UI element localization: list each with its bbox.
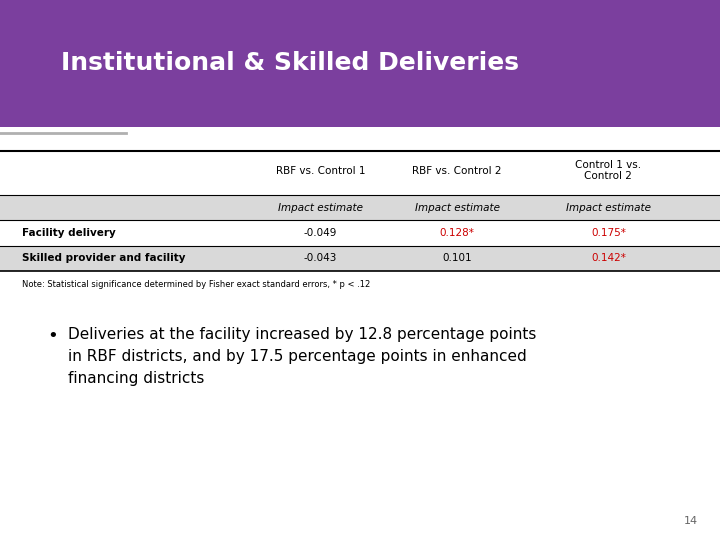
Text: Note: Statistical significance determined by Fisher exact standard errors, * p <: Note: Statistical significance determine…: [22, 280, 370, 289]
Text: Control 1 vs.
Control 2: Control 1 vs. Control 2: [575, 160, 642, 181]
Text: Deliveries at the facility increased by 12.8 percentage points
in RBF districts,: Deliveries at the facility increased by …: [68, 327, 537, 386]
Text: -0.043: -0.043: [304, 253, 337, 264]
Text: Institutional & Skilled Deliveries: Institutional & Skilled Deliveries: [61, 51, 519, 76]
Text: Skilled provider and facility: Skilled provider and facility: [22, 253, 185, 264]
Text: 0.101: 0.101: [442, 253, 472, 264]
Text: RBF vs. Control 1: RBF vs. Control 1: [276, 166, 365, 176]
Text: 0.142*: 0.142*: [591, 253, 626, 264]
Text: RBF vs. Control 2: RBF vs. Control 2: [413, 166, 502, 176]
Text: Impact estimate: Impact estimate: [415, 203, 500, 213]
FancyBboxPatch shape: [0, 195, 720, 220]
Text: -0.049: -0.049: [304, 228, 337, 238]
Text: Facility delivery: Facility delivery: [22, 228, 115, 238]
FancyBboxPatch shape: [0, 220, 720, 246]
Text: 14: 14: [684, 516, 698, 526]
Text: Impact estimate: Impact estimate: [278, 203, 363, 213]
Text: •: •: [47, 327, 58, 345]
Text: 0.128*: 0.128*: [440, 228, 474, 238]
FancyBboxPatch shape: [0, 0, 720, 127]
Text: 0.175*: 0.175*: [591, 228, 626, 238]
FancyBboxPatch shape: [0, 246, 720, 271]
Text: Impact estimate: Impact estimate: [566, 203, 651, 213]
